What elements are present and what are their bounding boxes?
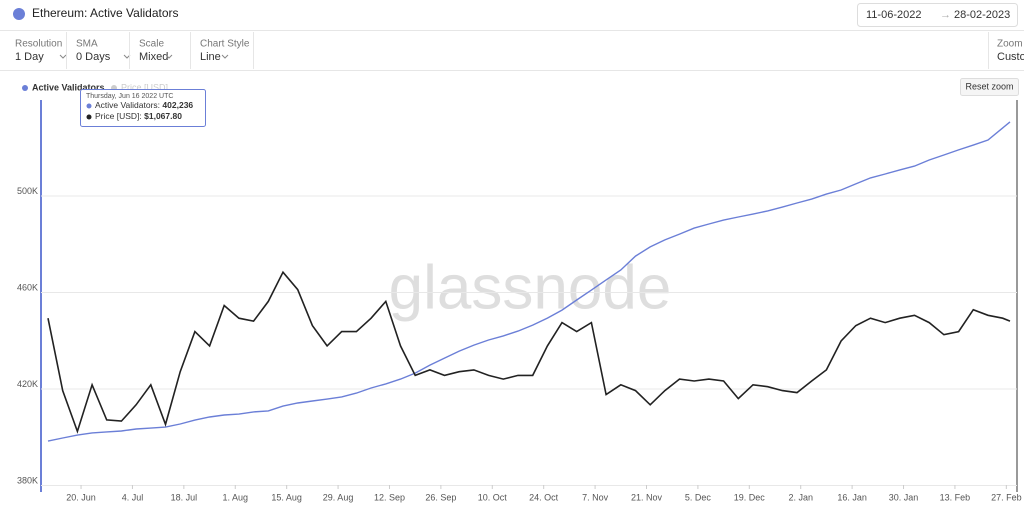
- tooltip-label: Price [USD]:: [95, 111, 142, 121]
- x-tick-label: 24. Oct: [529, 492, 559, 502]
- tooltip-swatch: [86, 114, 92, 120]
- toolbar-value[interactable]: 1 Day: [15, 51, 44, 63]
- date-range[interactable]: [857, 3, 1018, 27]
- x-tick-label: 29. Aug: [323, 492, 354, 502]
- toolbar-value[interactable]: 0 Days: [76, 51, 111, 63]
- legend-entry[interactable]: Active Validators: [32, 82, 105, 92]
- toolbar-value[interactable]: Custom: [997, 51, 1024, 63]
- x-tick-label: 27. Feb: [991, 492, 1022, 502]
- date-to[interactable]: 28-02-2023: [954, 9, 1010, 21]
- tooltip-label: Active Validators:: [95, 100, 160, 110]
- date-from[interactable]: 11-06-2022: [866, 9, 921, 21]
- reset-zoom-button[interactable]: [960, 78, 1019, 96]
- x-tick-label: 20. Jun: [66, 492, 96, 502]
- tooltip: Thursday, Jun 16 2022 UTC Active Validat…: [80, 89, 206, 127]
- tooltip-value: 402,236: [162, 100, 193, 110]
- x-tick-label: 12. Sep: [374, 492, 405, 502]
- x-tick-label: 16. Jan: [837, 492, 867, 502]
- legend-entry[interactable]: Price [USD]: [121, 82, 168, 92]
- tooltip-label: Price [USD]: $1,067.80: [95, 111, 182, 121]
- x-tick-label: 21. Nov: [631, 492, 663, 502]
- date-arrow: →: [940, 9, 951, 21]
- x-tick-label: 7. Nov: [582, 492, 609, 502]
- y-tick-label: 380K: [17, 475, 38, 485]
- series-line: [47, 121, 1011, 442]
- page-title: Ethereum: Active Validators: [32, 6, 179, 20]
- legend-swatch: [22, 85, 28, 91]
- toolbar-label: Chart Style: [200, 39, 250, 50]
- x-tick-label: 5. Dec: [685, 492, 712, 502]
- x-tick-label: 18. Jul: [171, 492, 198, 502]
- x-tick-label: 10. Oct: [478, 492, 508, 502]
- toolbar-label: Resolution: [15, 39, 62, 50]
- toolbar-value[interactable]: Line: [200, 51, 221, 63]
- y-tick-label: 420K: [17, 379, 38, 389]
- toolbar-label: Zoom: [997, 39, 1023, 50]
- watermark: glassnode: [389, 253, 672, 322]
- toolbar-value[interactable]: Mixed: [139, 51, 168, 63]
- toolbar-label: Scale: [139, 39, 164, 50]
- y-tick-label: 500K: [17, 186, 38, 196]
- chevron: [59, 54, 67, 59]
- tooltip-label: Active Validators: 402,236: [95, 100, 193, 110]
- tooltip-box: [80, 89, 206, 127]
- x-tick-label: 19. Dec: [734, 492, 766, 502]
- toolbar-label: SMA: [76, 39, 98, 50]
- x-tick-label: 13. Feb: [940, 492, 971, 502]
- x-tick-label: 2. Jan: [788, 492, 813, 502]
- x-tick-label: 30. Jan: [889, 492, 919, 502]
- reset-zoom-label[interactable]: Reset zoom: [965, 81, 1013, 91]
- series-line: [47, 270, 1011, 434]
- chevron: [221, 54, 229, 59]
- x-tick-label: 1. Aug: [222, 492, 248, 502]
- plot-area: 380K 420K 460K 500K 20. Jun 4. Jul 18. Jul 1. A…: [17, 121, 1022, 502]
- x-tick-label: 15. Aug: [271, 492, 302, 502]
- x-tick-label: 4. Jul: [122, 492, 144, 502]
- tooltip-value: $1,067.80: [144, 111, 182, 121]
- y-tick-label: 460K: [17, 282, 38, 292]
- tooltip-swatch: [86, 103, 92, 109]
- chevron: [165, 54, 173, 59]
- tooltip-date: Thursday, Jun 16 2022 UTC: [86, 93, 173, 100]
- x-tick-label: 26. Sep: [425, 492, 456, 502]
- asset-icon: [13, 8, 25, 20]
